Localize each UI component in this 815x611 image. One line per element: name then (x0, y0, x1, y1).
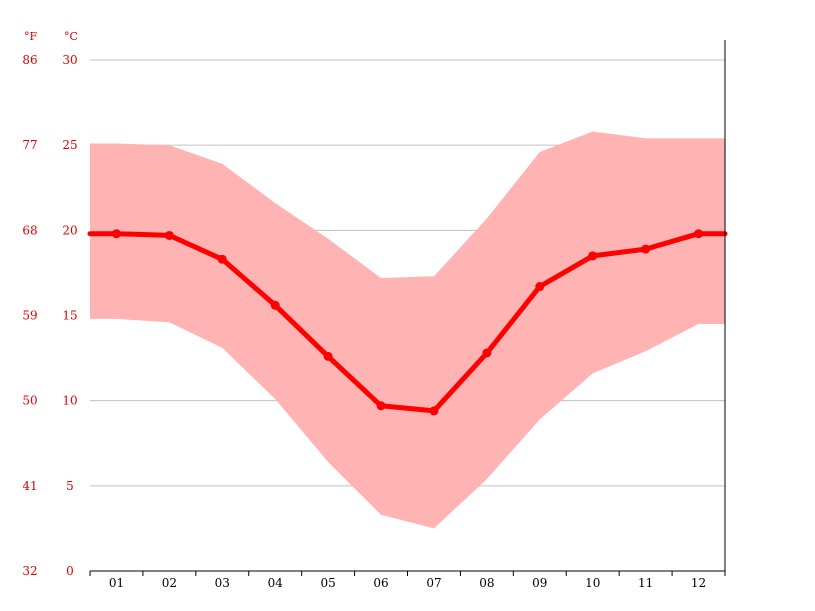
y-tick-label-celsius: 5 (66, 479, 74, 493)
average-point (694, 229, 704, 239)
y-tick-label-fahrenheit: 50 (22, 394, 37, 408)
y-tick-label-fahrenheit: 59 (22, 309, 37, 323)
fahrenheit-unit-label: °F (24, 30, 38, 43)
month-label: 12 (691, 576, 706, 590)
y-tick-label-fahrenheit: 68 (22, 223, 37, 237)
y-axis-ticks: 30 86 25 77 20 68 15 59 10 50 5 41 0 32 (22, 53, 77, 578)
temperature-range-band (90, 131, 725, 529)
month-label: 10 (585, 576, 600, 590)
month-label: 03 (215, 576, 230, 590)
month-labels: 01 02 03 04 05 06 07 08 09 10 11 12 (109, 576, 706, 590)
average-temperature-line (87, 231, 728, 414)
x-axis-ticks (89, 571, 726, 576)
y-tick-label-fahrenheit: 86 (22, 53, 37, 67)
y-tick-label-fahrenheit: 77 (22, 138, 37, 152)
month-label: 04 (268, 576, 284, 590)
month-label: 08 (479, 576, 494, 590)
month-label: 11 (638, 576, 653, 590)
y-tick-label-fahrenheit: 32 (22, 564, 37, 578)
celsius-unit-label: °C (64, 30, 78, 43)
average-point (111, 229, 121, 239)
month-label: 06 (373, 576, 388, 590)
month-label: 01 (109, 576, 124, 590)
y-tick-label-celsius: 30 (62, 53, 77, 67)
average-point (376, 401, 386, 411)
average-point (164, 230, 174, 240)
y-tick-label-celsius: 10 (62, 394, 77, 408)
month-label: 02 (162, 576, 177, 590)
average-point (535, 282, 545, 292)
average-point (270, 300, 280, 310)
average-point (482, 348, 492, 358)
month-label: 09 (532, 576, 547, 590)
y-tick-label-celsius: 20 (62, 223, 77, 237)
month-label: 05 (320, 576, 335, 590)
y-tick-label-fahrenheit: 41 (22, 479, 37, 493)
month-label: 07 (426, 576, 441, 590)
y-tick-label-celsius: 0 (66, 564, 74, 578)
average-point (588, 251, 598, 261)
average-point (217, 254, 227, 264)
average-point (429, 406, 439, 416)
average-temperature-points (111, 229, 704, 416)
y-tick-label-celsius: 15 (62, 309, 77, 323)
average-point (641, 244, 651, 254)
average-point (323, 351, 333, 361)
y-tick-label-celsius: 25 (62, 138, 77, 152)
